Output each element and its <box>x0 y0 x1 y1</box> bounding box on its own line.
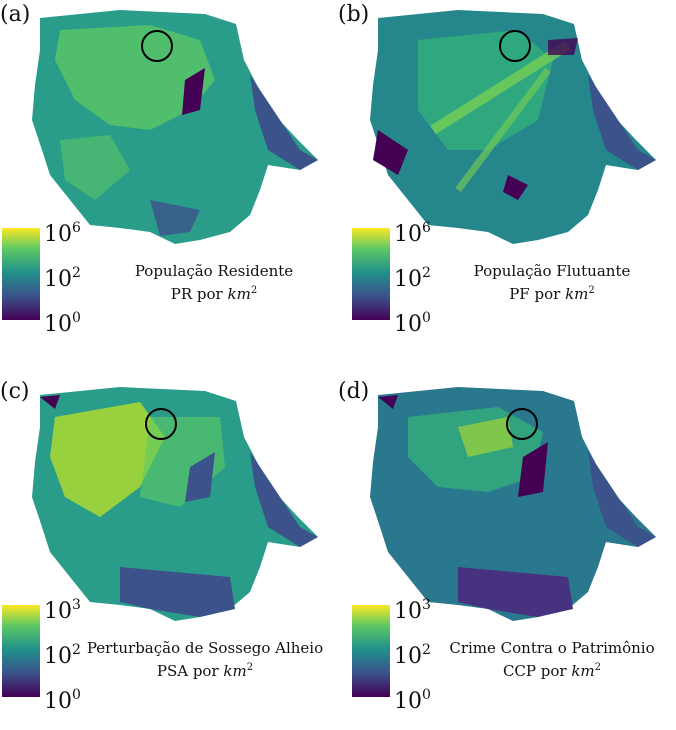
colorbar-tick-bottom: 100 <box>44 310 81 337</box>
zone-dark <box>120 567 235 617</box>
colorbar-tick-mid: 102 <box>44 265 81 292</box>
zone-dark <box>503 175 528 200</box>
caption-title: População Flutuante <box>473 262 631 280</box>
map-d <box>370 387 656 621</box>
panel-label: (d) <box>338 379 370 404</box>
zone-dark <box>185 452 215 502</box>
colorbar-tick-top: 106 <box>394 220 431 247</box>
zone-dark <box>150 200 200 236</box>
zone-yellow <box>458 417 513 457</box>
map-caption: Crime Contra o Patrimônio CCP por km2 <box>434 639 670 681</box>
map-b <box>370 10 656 244</box>
highlight-circle <box>499 30 531 62</box>
colorbar-tick-top: 106 <box>44 220 81 247</box>
colorbar-tick-mid: 102 <box>44 642 81 669</box>
zone-yellow <box>50 402 165 517</box>
panel-c: (c) 103 102 100 Perturbação de Sossego A… <box>0 377 338 730</box>
zone-dark <box>378 395 398 409</box>
colorbar-tick-bottom: 100 <box>394 310 431 337</box>
colorbar-tick-top: 103 <box>44 597 81 624</box>
map-caption: População Flutuante PF por km2 <box>438 262 666 304</box>
colorbar-tick-bottom: 100 <box>394 687 431 714</box>
panel-d: (d) 103 102 100 Crime Contra o Patrimôni… <box>338 377 676 730</box>
zone-dark <box>250 452 318 547</box>
zone-dark <box>548 38 578 55</box>
zone-green <box>60 135 130 200</box>
highlight-circle <box>141 30 173 62</box>
caption-unit: PF por km2 <box>509 285 595 303</box>
map-c <box>32 387 318 621</box>
panel-label: (c) <box>0 379 30 404</box>
map-a <box>32 10 318 244</box>
colorbar <box>2 228 40 320</box>
colorbar <box>352 605 390 697</box>
panel-label: (b) <box>338 2 370 27</box>
zone-dark <box>588 452 656 547</box>
zone-dark <box>588 75 656 170</box>
colorbar <box>2 605 40 697</box>
zone-green <box>55 25 215 130</box>
zone-dark <box>373 130 408 175</box>
zone-dark <box>518 442 548 497</box>
panel-a: (a) 106 102 100 População Residente PR p… <box>0 0 338 353</box>
panel-label: (a) <box>0 2 31 27</box>
zone-dark <box>250 75 318 170</box>
colorbar-tick-mid: 102 <box>394 265 431 292</box>
map-caption: Perturbação de Sossego Alheio PSA por km… <box>80 639 330 681</box>
caption-unit: PSA por km2 <box>156 662 254 680</box>
zone-dark <box>458 567 573 617</box>
caption-title: Perturbação de Sossego Alheio <box>86 639 324 657</box>
zone-dark <box>182 68 205 115</box>
caption-title: População Residente <box>134 262 294 280</box>
map-caption: População Residente PR por km2 <box>100 262 328 304</box>
caption-unit: CCP por km2 <box>502 662 602 680</box>
caption-title: Crime Contra o Patrimônio <box>449 639 655 657</box>
colorbar <box>352 228 390 320</box>
highlight-circle <box>145 408 177 440</box>
panel-b: (b) 106 102 100 População Flutuante PF p… <box>338 0 676 353</box>
highlight-circle <box>506 408 538 440</box>
corridor <box>430 40 571 135</box>
zone-dark <box>40 395 60 409</box>
colorbar-tick-bottom: 100 <box>44 687 81 714</box>
corridor <box>455 67 551 193</box>
colorbar-tick-mid: 102 <box>394 642 431 669</box>
colorbar-tick-top: 103 <box>394 597 431 624</box>
caption-unit: PR por km2 <box>170 285 258 303</box>
